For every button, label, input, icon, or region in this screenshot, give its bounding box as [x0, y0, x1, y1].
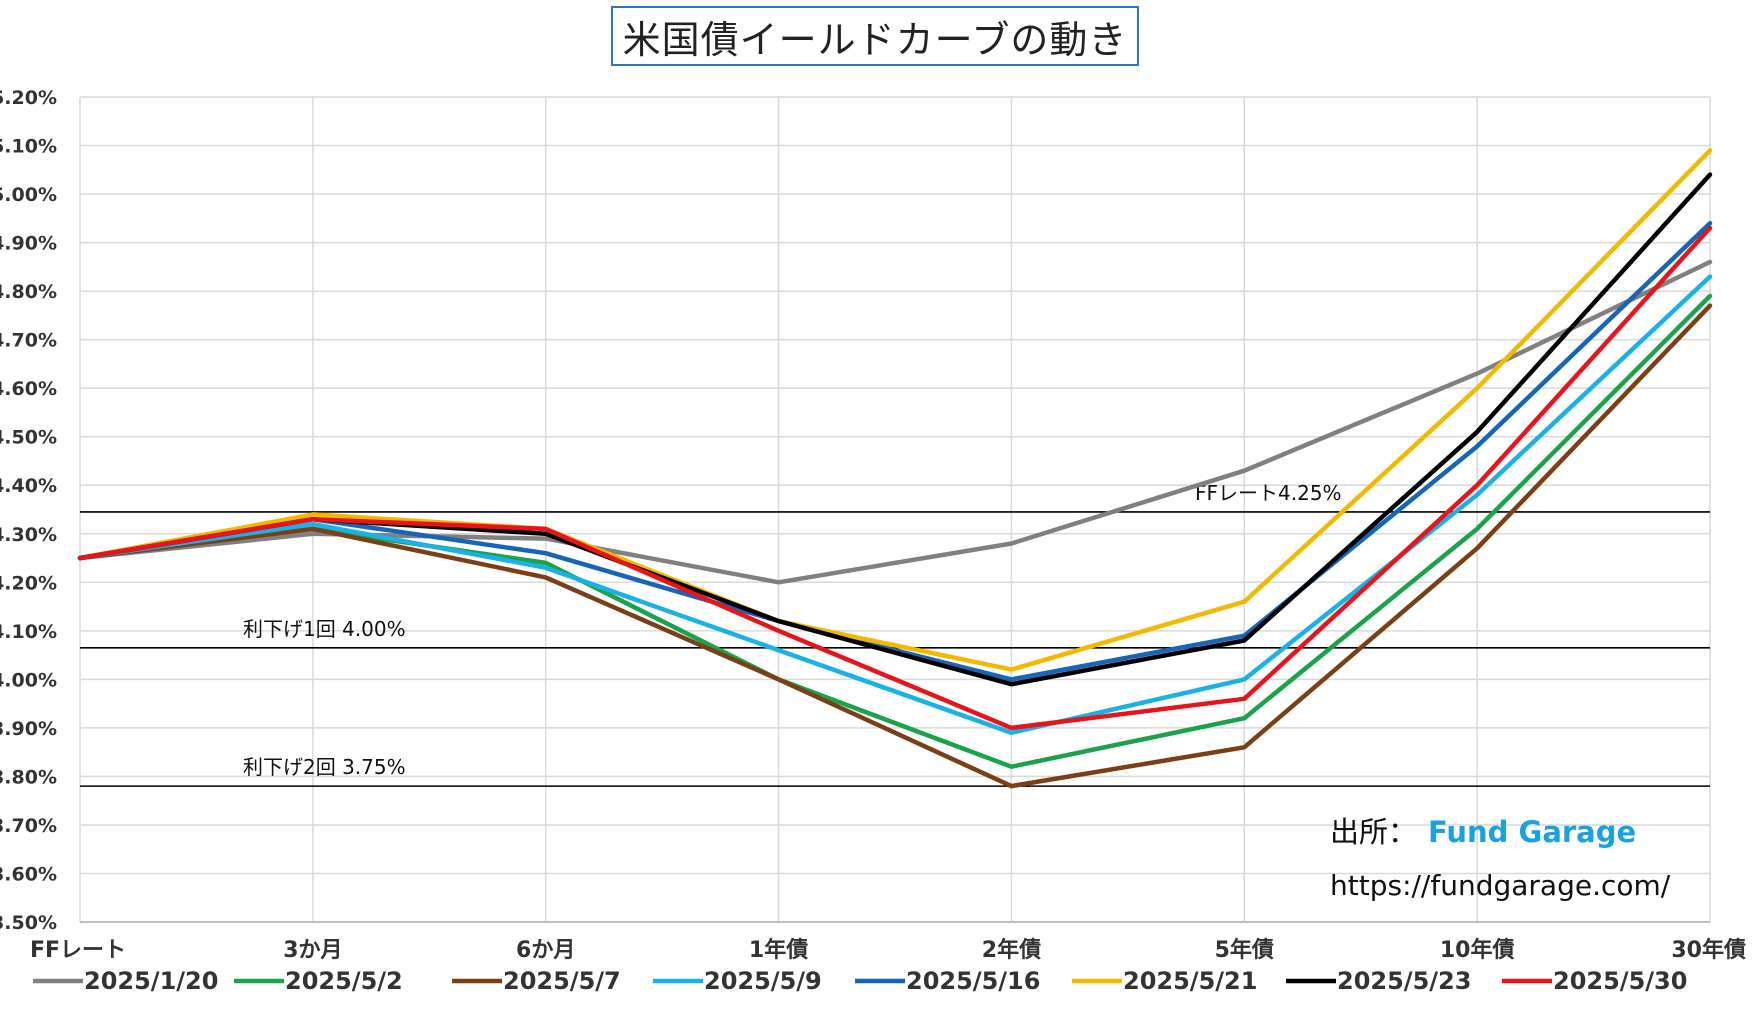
- y-tick-label: 4.10%: [0, 621, 57, 643]
- legend-label: 2025/5/9: [704, 967, 822, 995]
- y-tick-label: 4.70%: [0, 330, 57, 352]
- chart-title: 米国債イールドカーブの動き: [611, 6, 1139, 66]
- y-tick-label: 3.60%: [0, 863, 57, 885]
- source-url: https://fundgarage.com/: [1330, 869, 1671, 902]
- reference-lines: FFレート4.25% 利下げ1回 4.00% 利下げ2回 3.75%: [80, 481, 1710, 787]
- reference-line-label: 利下げ1回 4.00%: [243, 617, 406, 641]
- y-tick-label: 3.70%: [0, 815, 57, 837]
- source-brand: Fund Garage: [1428, 815, 1636, 849]
- y-tick-label: 5.10%: [0, 136, 57, 158]
- x-tick-label: 10年債: [1440, 937, 1515, 963]
- y-tick-label: 4.30%: [0, 524, 57, 546]
- series-line: [77, 225, 1713, 731]
- x-tick-label: 5年債: [1215, 937, 1274, 963]
- y-tick-label: 3.80%: [0, 766, 57, 788]
- y-tick-label: 5.20%: [0, 87, 57, 109]
- x-tick-label: 3か月: [283, 938, 342, 963]
- y-tick-label: 4.90%: [0, 233, 57, 255]
- legend-label: 2025/5/7: [503, 967, 621, 995]
- y-tick-label: 4.00%: [0, 669, 57, 691]
- series-line: [77, 303, 1713, 789]
- legend-label: 2025/5/2: [285, 967, 403, 995]
- series-line: [77, 148, 1713, 672]
- x-tick-label: 2年債: [982, 937, 1041, 963]
- y-tick-label: 4.80%: [0, 281, 57, 303]
- series-line: [77, 220, 1713, 682]
- y-tick-label: 3.90%: [0, 718, 57, 740]
- legend-label: 2025/5/23: [1337, 967, 1471, 995]
- x-tick-label: 1年債: [749, 937, 808, 963]
- legend-label: 2025/5/30: [1553, 967, 1687, 995]
- y-tick-label: 4.40%: [0, 475, 57, 497]
- series-line: [77, 293, 1713, 769]
- x-axis-ticks: FFレート 3か月 6か月 1年債 2年債 5年債 10年債 30年債: [30, 937, 1746, 963]
- legend-label: 2025/1/20: [84, 967, 218, 995]
- y-axis-ticks: 3.50% 3.60% 3.70% 3.80% 3.90% 4.00% 4.10% 4.20%…: [0, 87, 57, 934]
- reference-line-label: 利下げ2回 3.75%: [243, 755, 406, 779]
- series-line: [77, 172, 1713, 687]
- y-tick-label: 4.20%: [0, 572, 57, 594]
- legend: 2025/1/20 2025/5/2 2025/5/7 2025/5/9 2025/5/…: [33, 967, 1687, 995]
- x-tick-label: FFレート: [30, 938, 126, 963]
- x-tick-label: 30年債: [1671, 937, 1746, 963]
- source-label: 出所：: [1330, 815, 1417, 849]
- x-tick-label: 6か月: [516, 938, 575, 963]
- y-tick-label: 4.60%: [0, 378, 57, 400]
- series-lines: [77, 148, 1713, 789]
- y-tick-label: 5.00%: [0, 184, 57, 206]
- grid-lines: [79, 96, 1711, 923]
- legend-label: 2025/5/16: [906, 967, 1040, 995]
- y-tick-label: 3.50%: [0, 912, 57, 934]
- series-line: [77, 274, 1713, 735]
- source-credit: 出所： Fund Garage https://fundgarage.com/: [1330, 815, 1671, 902]
- reference-line-label: FFレート4.25%: [1195, 481, 1342, 505]
- y-tick-label: 4.50%: [0, 427, 57, 449]
- legend-label: 2025/5/21: [1123, 967, 1257, 995]
